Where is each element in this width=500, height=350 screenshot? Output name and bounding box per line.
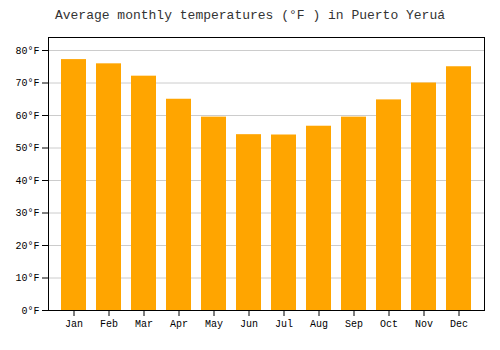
svg-text:May: May bbox=[205, 319, 223, 330]
svg-text:30°F: 30°F bbox=[15, 208, 39, 219]
svg-text:20°F: 20°F bbox=[15, 241, 39, 252]
svg-text:Oct: Oct bbox=[380, 319, 398, 330]
svg-text:Jun: Jun bbox=[240, 319, 258, 330]
svg-text:50°F: 50°F bbox=[15, 143, 39, 154]
svg-text:Sep: Sep bbox=[345, 319, 363, 330]
svg-text:Nov: Nov bbox=[415, 319, 433, 330]
svg-text:Dec: Dec bbox=[450, 319, 468, 330]
svg-text:Mar: Mar bbox=[135, 319, 153, 330]
svg-text:0°F: 0°F bbox=[21, 306, 39, 317]
svg-text:Jan: Jan bbox=[65, 319, 83, 330]
svg-text:10°F: 10°F bbox=[15, 273, 39, 284]
svg-text:40°F: 40°F bbox=[15, 176, 39, 187]
svg-text:60°F: 60°F bbox=[15, 111, 39, 122]
svg-text:Jul: Jul bbox=[275, 319, 293, 330]
svg-text:80°F: 80°F bbox=[15, 46, 39, 57]
svg-text:Aug: Aug bbox=[310, 319, 328, 330]
svg-text:Feb: Feb bbox=[100, 319, 118, 330]
html-text:Average monthly temperatures (: Average monthly temperatures (°F ) in Pu… bbox=[55, 8, 445, 23]
svg-text:Apr: Apr bbox=[170, 319, 188, 330]
svg-text:70°F: 70°F bbox=[15, 78, 39, 89]
